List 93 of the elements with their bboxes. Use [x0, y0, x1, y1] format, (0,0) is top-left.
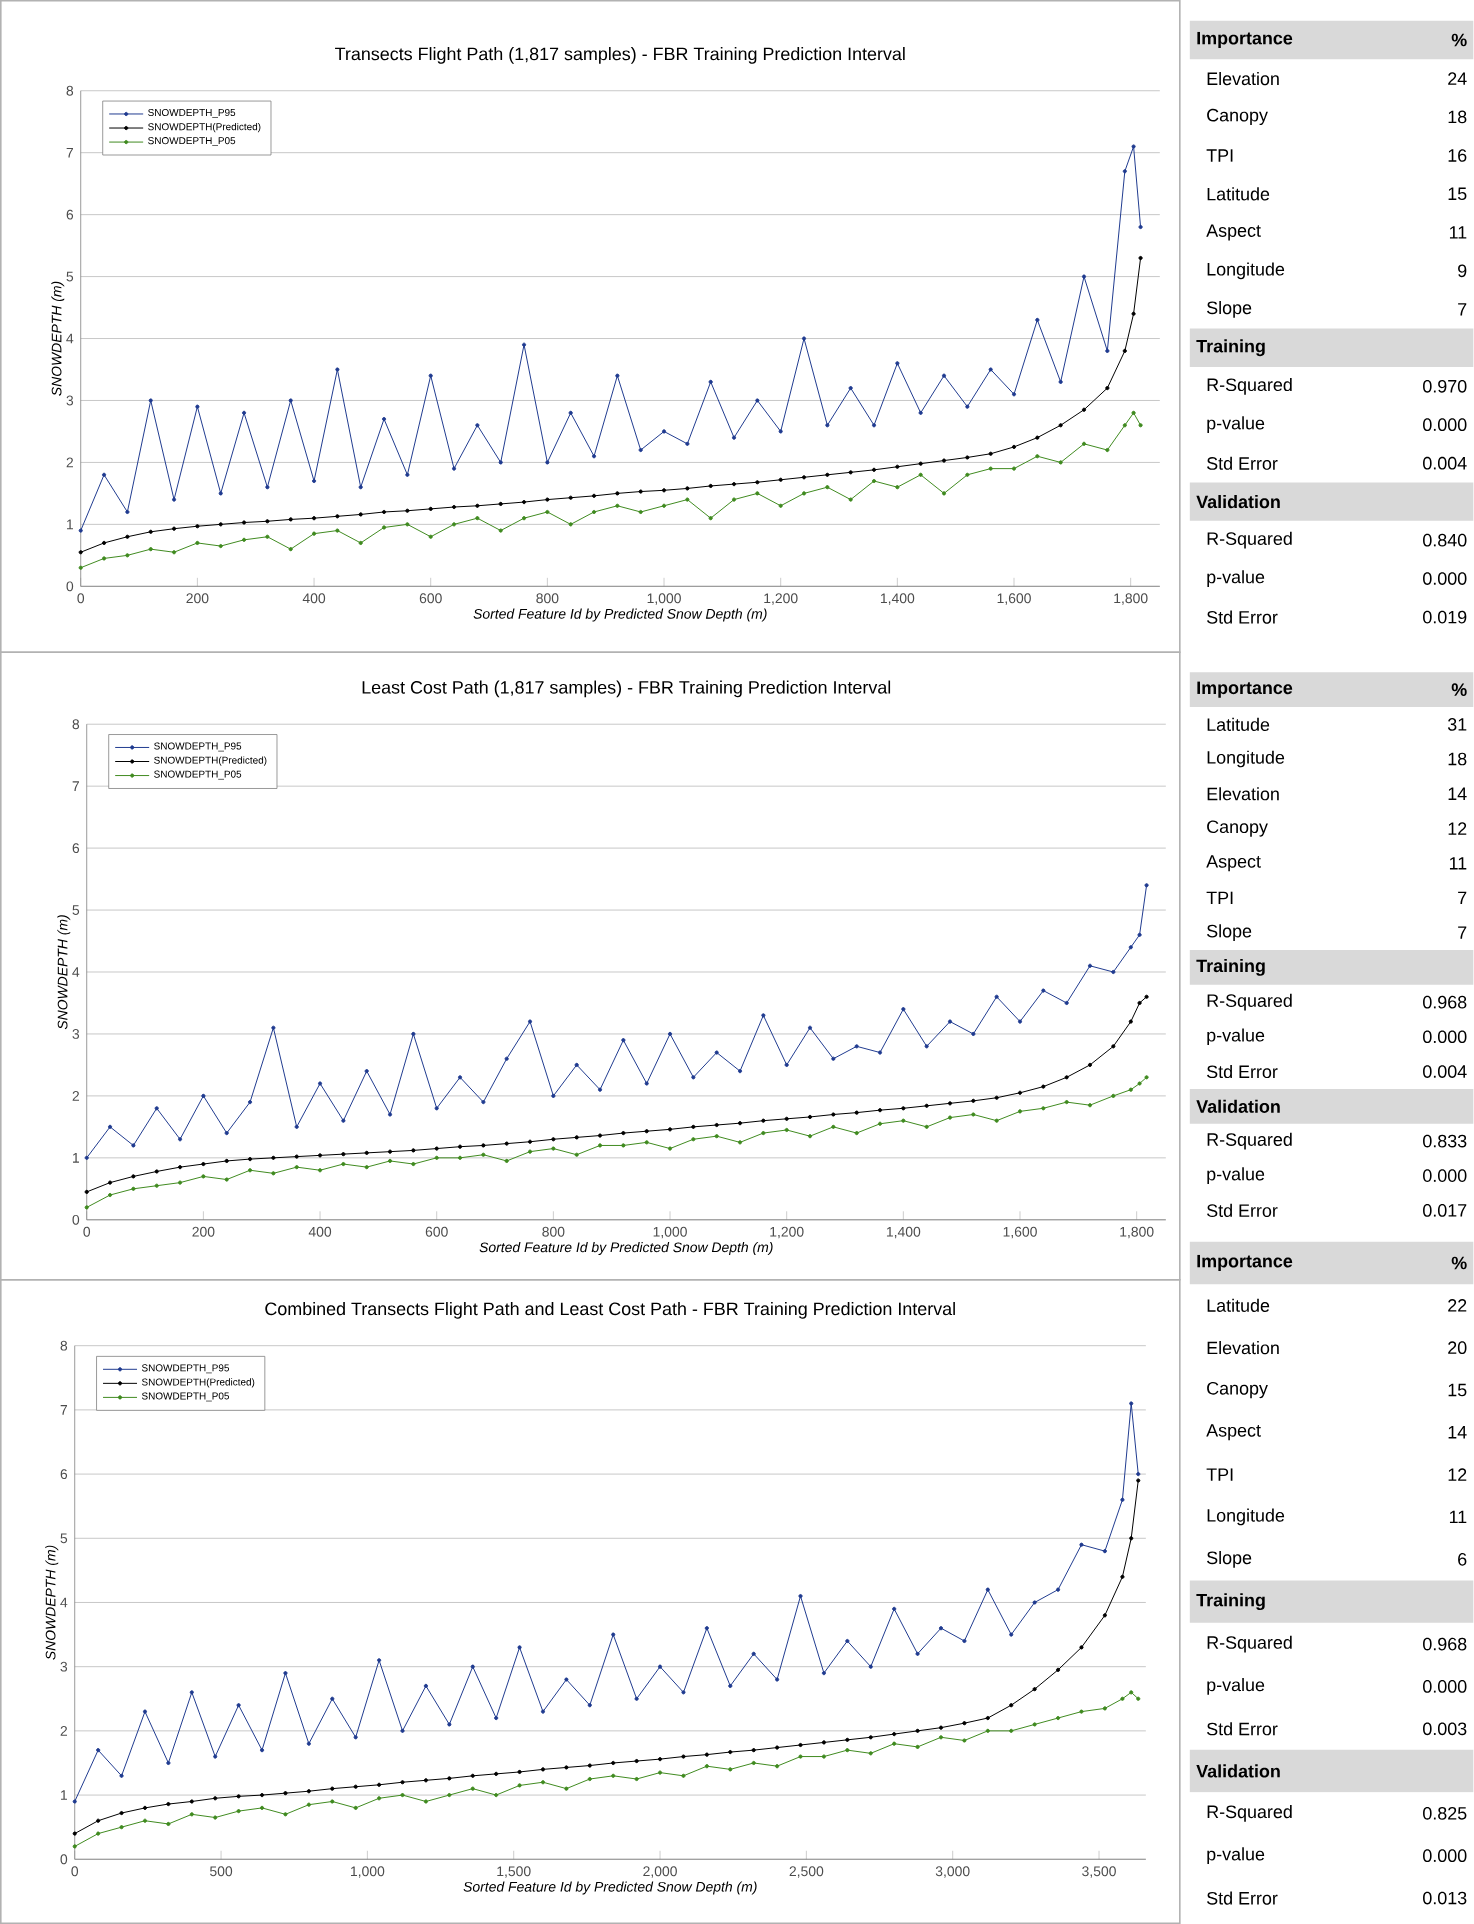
category-label: Training — [1196, 339, 1265, 357]
category-label: p-value — [1207, 1028, 1265, 1046]
category-label: Elevation — [1207, 787, 1279, 801]
text: 0.013 — [1423, 1891, 1467, 1905]
text: 0.000 — [1423, 572, 1467, 585]
category-label: Std Error — [1207, 1722, 1278, 1736]
category-label: Importance — [1197, 31, 1293, 48]
text: 14 — [1448, 787, 1467, 800]
category-label: TPI — [1206, 891, 1233, 905]
category-label: R-Squared — [1207, 531, 1292, 549]
category-label: Validation — [1196, 1099, 1280, 1113]
text: 9 — [1458, 264, 1467, 278]
category-label: TPI — [1206, 149, 1233, 162]
text: 14 — [1448, 1426, 1467, 1439]
text: 0.000 — [1423, 1030, 1467, 1044]
category-label: R-Squared — [1207, 993, 1292, 1011]
category-label: Longitude — [1207, 750, 1285, 768]
category-label: p-value — [1207, 1678, 1265, 1695]
text: 0.004 — [1423, 1065, 1467, 1078]
text: 24 — [1448, 72, 1467, 85]
category-label: Aspect — [1206, 855, 1262, 872]
category-label: Slope — [1207, 301, 1252, 318]
category-label: Std Error — [1207, 610, 1278, 624]
category-label: p-value — [1207, 416, 1265, 434]
category-label: Validation — [1196, 495, 1280, 509]
text: 0.833 — [1423, 1134, 1467, 1148]
text: 0.000 — [1423, 1849, 1467, 1863]
category-label: Canopy — [1207, 1381, 1269, 1399]
category-label: R-Squared — [1207, 1635, 1292, 1653]
text: 22 — [1448, 1299, 1467, 1312]
category-label: Aspect — [1206, 224, 1262, 241]
category-label: Canopy — [1207, 108, 1269, 126]
category-label: Slope — [1207, 1550, 1252, 1568]
text: % — [1451, 33, 1467, 47]
text: 7 — [1458, 891, 1467, 905]
text: 18 — [1448, 110, 1467, 124]
text: 7 — [1458, 303, 1467, 316]
category-label: Std Error — [1207, 1203, 1278, 1217]
text: 31 — [1448, 718, 1467, 731]
text: 0.017 — [1423, 1204, 1467, 1217]
category-label: Elevation — [1207, 71, 1279, 86]
text: 0.003 — [1423, 1722, 1467, 1736]
category-label: Std Error — [1207, 456, 1278, 470]
text: 12 — [1448, 822, 1467, 835]
text: 7 — [1458, 926, 1467, 939]
chart-title: Transects Flight Path (1,817 samples) - FBR Training Prediction Interval — [335, 47, 905, 64]
category-label: Longitude — [1207, 262, 1285, 280]
category-label: Elevation — [1207, 1341, 1279, 1355]
category-label: R-Squared — [1207, 1132, 1292, 1150]
category-label: p-value — [1207, 1847, 1265, 1865]
text: % — [1451, 683, 1467, 696]
category-label: Latitude — [1207, 1298, 1270, 1312]
category-label: Canopy — [1207, 820, 1269, 837]
category-label: TPI — [1206, 1468, 1233, 1481]
category-label: Std Error — [1207, 1064, 1278, 1079]
text: 0.840 — [1423, 533, 1467, 547]
category-label: Latitude — [1207, 187, 1270, 201]
category-label: Importance — [1197, 1254, 1293, 1271]
text: 16 — [1448, 149, 1467, 162]
category-label: Latitude — [1207, 717, 1270, 731]
text: 0.000 — [1423, 418, 1467, 432]
text: % — [1451, 1256, 1467, 1270]
text: 20 — [1448, 1341, 1467, 1355]
category-label: R-Squared — [1207, 377, 1292, 395]
text: 0.968 — [1423, 995, 1467, 1009]
category-label: Longitude — [1207, 1508, 1285, 1526]
text: 0.825 — [1423, 1806, 1467, 1820]
text: 0.968 — [1423, 1637, 1467, 1651]
text: 0.000 — [1423, 1169, 1467, 1182]
chart-title: Least Cost Path (1,817 samples) - FBR Training Prediction Interval — [362, 680, 891, 698]
text: 0.970 — [1423, 379, 1467, 393]
category-label: p-value — [1207, 1167, 1265, 1184]
text: 12 — [1448, 1468, 1467, 1481]
text: 15 — [1448, 1383, 1467, 1397]
category-label: Aspect — [1206, 1424, 1262, 1441]
category-label: Training — [1196, 1593, 1265, 1611]
category-label: Importance — [1197, 681, 1293, 698]
text: 11 — [1450, 226, 1467, 239]
text: 6 — [1458, 1552, 1467, 1566]
text: 0.000 — [1423, 1680, 1467, 1693]
category-label: Validation — [1196, 1764, 1280, 1778]
category-label: Std Error — [1207, 1891, 1278, 1905]
category-label: p-value — [1207, 570, 1265, 587]
category-label: Slope — [1207, 924, 1252, 941]
text: 0.004 — [1423, 456, 1467, 470]
text: 0.019 — [1423, 610, 1467, 624]
category-label: Training — [1196, 959, 1265, 976]
text: 15 — [1448, 187, 1467, 201]
chart-title: Combined Transects Flight Path and Least Cost Path - FBR Training Prediction Interval — [265, 1302, 956, 1319]
text: 11 — [1450, 857, 1467, 870]
text: 11 — [1450, 1510, 1467, 1524]
category-label: R-Squared — [1207, 1804, 1292, 1822]
text: 18 — [1448, 752, 1467, 766]
